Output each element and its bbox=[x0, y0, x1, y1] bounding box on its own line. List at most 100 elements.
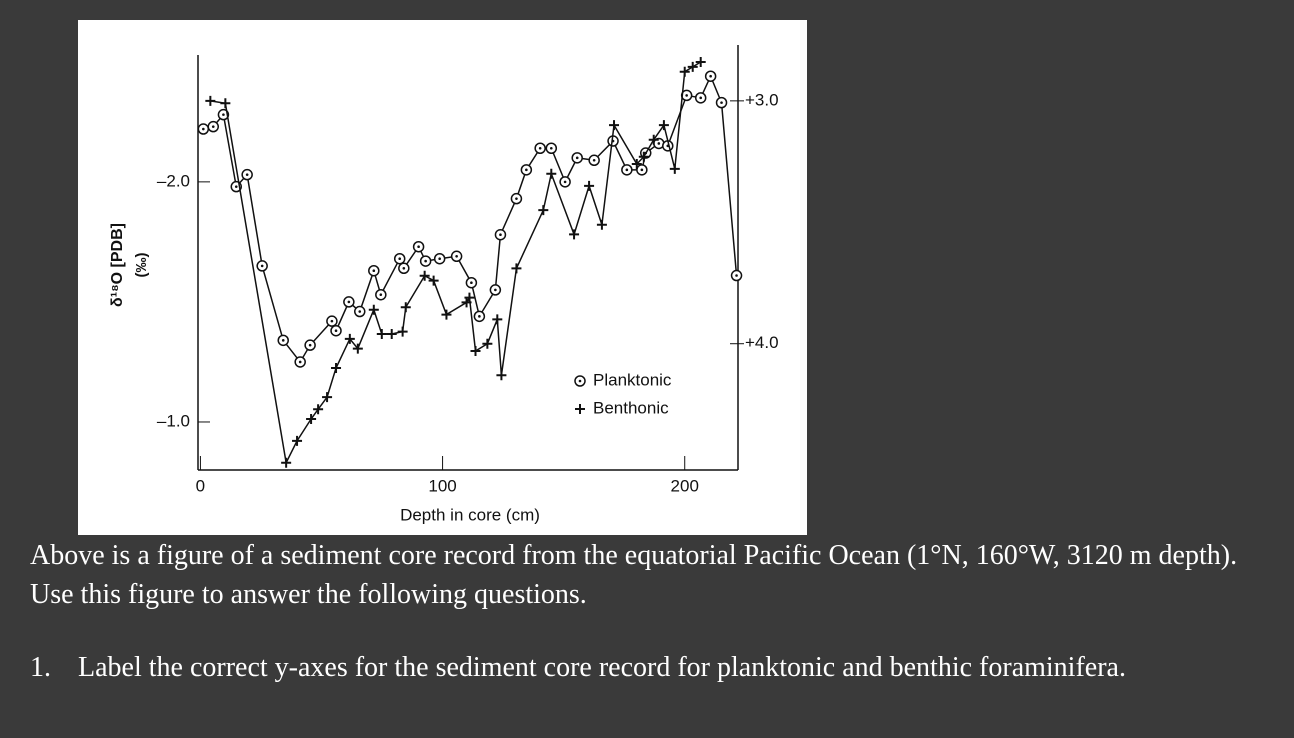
benthonic-point bbox=[679, 66, 690, 77]
intro-text: Above is a figure of a sediment core rec… bbox=[30, 540, 1238, 610]
y2-tick-label: +3.0 bbox=[745, 90, 779, 109]
benthonic-point bbox=[669, 163, 680, 174]
planktonic-point-dot bbox=[499, 233, 502, 236]
benthonic-point bbox=[496, 370, 507, 381]
planktonic-point-dot bbox=[550, 146, 553, 150]
legend-label: Planktonic bbox=[593, 370, 672, 389]
benthonic-point bbox=[575, 404, 585, 414]
planktonic-point-dot bbox=[494, 288, 497, 292]
question: 1. Label the correct y-axes for the sedi… bbox=[30, 648, 1250, 688]
benthonic-point bbox=[596, 219, 607, 230]
y-axis-unit: (‰) bbox=[133, 253, 150, 278]
planktonic-point-dot bbox=[470, 281, 473, 285]
planktonic-point-dot bbox=[438, 257, 441, 261]
planktonic-point-dot bbox=[575, 156, 579, 160]
y-label-group: δ¹⁸O [PDB] (‰) bbox=[109, 223, 150, 307]
x-tick-label: 200 bbox=[671, 476, 699, 495]
planktonic-point-dot bbox=[657, 142, 661, 145]
planktonic-point-dot bbox=[709, 74, 712, 78]
planktonic-point-dot bbox=[211, 125, 215, 128]
benthonic-point bbox=[546, 168, 557, 179]
benthonic-point bbox=[306, 414, 317, 424]
planktonic-point-dot bbox=[398, 257, 402, 261]
planktonic-point-dot bbox=[515, 197, 518, 200]
planktonic-point-dot bbox=[699, 96, 703, 100]
planktonic-point-dot bbox=[281, 339, 285, 342]
planktonic-point-dot bbox=[578, 379, 582, 383]
y2-tick-label: +4.0 bbox=[745, 333, 779, 352]
planktonic-point-dot bbox=[478, 315, 481, 318]
planktonic-point-dot bbox=[260, 264, 264, 268]
benthonic-point bbox=[331, 363, 342, 373]
question-number: 1. bbox=[30, 652, 51, 683]
benthonic-point bbox=[376, 329, 387, 339]
planktonic-point-dot bbox=[525, 168, 528, 172]
planktonic-point-dot bbox=[592, 158, 596, 162]
planktonic-point-dot bbox=[720, 101, 723, 104]
benthonic-point bbox=[419, 270, 430, 281]
planktonic-point-dot bbox=[234, 185, 238, 188]
planktonic-point-dot bbox=[379, 293, 383, 297]
planktonic-point-dot bbox=[372, 269, 376, 273]
benthonic-point bbox=[658, 120, 669, 131]
benthonic-point bbox=[631, 159, 642, 169]
planktonic-point-dot bbox=[735, 274, 738, 277]
planktonic-point-dot bbox=[685, 94, 688, 97]
benthonic-point bbox=[352, 343, 363, 354]
benthonic-point bbox=[441, 309, 452, 320]
planktonic-point-dot bbox=[424, 259, 427, 263]
legend-label: Benthonic bbox=[593, 398, 669, 417]
benthonic-point bbox=[569, 229, 580, 240]
planktonic-point-dot bbox=[245, 173, 249, 176]
planktonic-point-dot bbox=[222, 113, 225, 116]
planktonic-point-dot bbox=[330, 319, 334, 323]
x-axis-label: Depth in core (cm) bbox=[400, 505, 540, 524]
benthonic-point bbox=[220, 98, 231, 109]
y-tick-label: –2.0 bbox=[157, 171, 190, 190]
figure-background bbox=[78, 20, 807, 535]
benthonic-point bbox=[492, 314, 503, 325]
x-tick-label: 0 bbox=[196, 476, 205, 495]
benthonic-point bbox=[687, 61, 698, 72]
benthonic-point bbox=[205, 95, 216, 106]
benthonic-point bbox=[344, 333, 355, 344]
benthonic-point bbox=[313, 404, 324, 415]
x-tick-label: 100 bbox=[428, 476, 456, 495]
planktonic-point-dot bbox=[640, 168, 644, 172]
planktonic-point-dot bbox=[563, 180, 567, 184]
benthonic-point bbox=[292, 435, 303, 446]
benthonic-point bbox=[638, 151, 649, 162]
planktonic-point-dot bbox=[298, 360, 302, 364]
planktonic-point-dot bbox=[538, 146, 542, 150]
benthonic-point bbox=[609, 120, 620, 131]
planktonic-point-dot bbox=[417, 245, 420, 248]
planktonic-point-dot bbox=[402, 267, 406, 270]
benthonic-point bbox=[648, 134, 659, 145]
planktonic-point-dot bbox=[625, 168, 629, 172]
benthonic-point bbox=[511, 263, 522, 274]
benthonic-point bbox=[584, 180, 595, 191]
benthonic-point bbox=[464, 292, 475, 303]
benthonic-point bbox=[428, 275, 439, 286]
benthonic-point bbox=[368, 304, 379, 315]
benthonic-point bbox=[482, 338, 493, 349]
benthonic-point bbox=[322, 392, 333, 403]
benthonic-point bbox=[397, 326, 408, 337]
question-text: Label the correct y-axes for the sedimen… bbox=[78, 652, 1126, 683]
planktonic-point-dot bbox=[455, 254, 458, 258]
y-axis-label: δ¹⁸O [PDB] bbox=[109, 223, 126, 307]
planktonic-point-dot bbox=[308, 343, 312, 347]
benthonic-point bbox=[695, 57, 706, 67]
planktonic-point-dot bbox=[334, 329, 338, 333]
benthonic-point bbox=[538, 205, 549, 216]
benthonic-point bbox=[281, 457, 292, 468]
benthonic-point bbox=[386, 329, 397, 339]
planktonic-point-dot bbox=[202, 127, 205, 131]
benthonic-point bbox=[400, 302, 411, 313]
y-tick-label: –1.0 bbox=[157, 411, 190, 430]
planktonic-point-dot bbox=[347, 300, 351, 304]
planktonic-point-dot bbox=[358, 310, 362, 313]
